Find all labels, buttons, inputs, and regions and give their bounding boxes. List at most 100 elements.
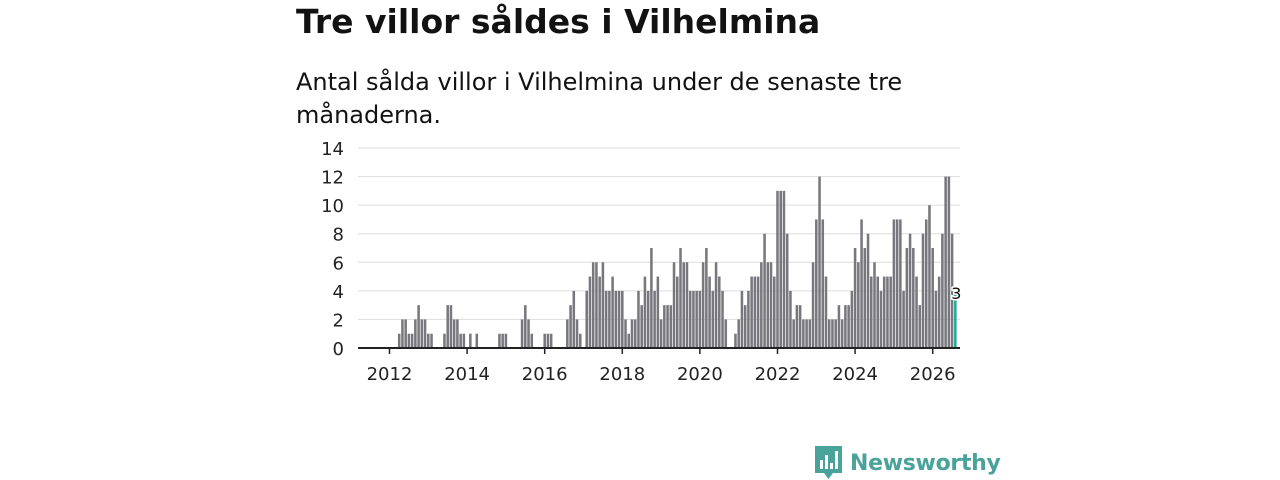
bar <box>698 290 702 348</box>
bar <box>598 276 601 348</box>
bar <box>595 262 598 348</box>
bar <box>692 290 695 348</box>
bar <box>601 262 605 348</box>
y-axis-ticks: 0 2 4 6 8 10 12 14 <box>321 139 344 360</box>
bar <box>818 176 821 348</box>
bar <box>676 276 679 348</box>
bar <box>498 333 501 348</box>
bar <box>889 276 892 348</box>
bar <box>760 262 763 348</box>
bar <box>546 333 550 348</box>
bar <box>908 233 912 348</box>
bar <box>734 333 737 348</box>
bar <box>827 319 831 348</box>
bar <box>401 319 404 348</box>
bar <box>840 319 844 348</box>
bar <box>808 319 812 348</box>
bar <box>860 219 863 348</box>
bar <box>663 305 666 348</box>
bar <box>895 219 899 348</box>
bar <box>459 333 462 348</box>
bar <box>527 319 530 348</box>
bar <box>469 333 472 348</box>
bar <box>931 248 934 348</box>
y-tick-label: 12 <box>321 168 344 189</box>
bar <box>591 262 595 348</box>
bar <box>776 190 779 348</box>
y-tick-label: 0 <box>333 339 344 360</box>
bar <box>520 319 524 348</box>
bar <box>721 290 724 348</box>
bar <box>844 305 847 348</box>
x-tick-label: 2020 <box>677 364 723 385</box>
bar <box>572 290 576 348</box>
bar <box>928 205 931 348</box>
bar <box>410 333 414 348</box>
bar <box>941 233 944 348</box>
newsworthy-brand[interactable]: Newsworthy <box>815 446 1001 480</box>
bar <box>653 290 656 348</box>
bar <box>611 276 614 348</box>
bar <box>837 305 841 348</box>
bar <box>821 219 825 348</box>
bar <box>892 219 896 348</box>
bar <box>640 305 643 348</box>
bar <box>633 319 637 348</box>
bar <box>608 290 611 348</box>
bar-latest <box>954 290 957 348</box>
bar <box>417 305 420 348</box>
bar <box>782 190 786 348</box>
bar <box>743 305 747 348</box>
bar <box>882 276 886 348</box>
bar <box>530 333 534 348</box>
bar <box>724 319 728 348</box>
bar <box>912 248 915 348</box>
bar <box>740 290 744 348</box>
bar <box>617 290 621 348</box>
x-axis-ticks: 2012 2014 2016 2018 2020 2022 2024 2026 <box>367 348 956 385</box>
bar <box>934 290 938 348</box>
y-tick-label: 2 <box>333 310 344 331</box>
bar <box>866 233 870 348</box>
bar <box>737 319 740 348</box>
chart-bars <box>397 176 957 348</box>
bar <box>524 305 527 348</box>
bar <box>672 262 676 348</box>
bar <box>789 290 792 348</box>
latest-value-label: 3 <box>951 284 961 303</box>
x-tick-label: 2026 <box>910 364 956 385</box>
bar <box>621 290 624 348</box>
bar <box>685 262 689 348</box>
bar <box>630 319 634 348</box>
bar <box>666 305 669 348</box>
x-tick-label: 2014 <box>444 364 490 385</box>
bar <box>753 276 757 348</box>
bar <box>718 276 721 348</box>
page-title: Tre villor såldes i Vilhelmina <box>296 2 821 41</box>
bar <box>824 276 828 348</box>
bar <box>766 262 770 348</box>
x-tick-label: 2022 <box>755 364 801 385</box>
bar <box>915 276 918 348</box>
bar <box>773 276 776 348</box>
bar <box>695 290 698 348</box>
bar <box>543 333 546 348</box>
bar <box>669 305 673 348</box>
bar <box>937 276 941 348</box>
y-tick-label: 8 <box>333 225 344 246</box>
bar <box>863 248 867 348</box>
bar <box>456 319 459 348</box>
bar <box>831 319 834 348</box>
bar <box>918 305 922 348</box>
bar <box>886 276 889 348</box>
bar <box>924 219 928 348</box>
bar <box>705 248 708 348</box>
x-tick-label: 2024 <box>832 364 878 385</box>
bar <box>714 262 718 348</box>
bar <box>446 305 449 348</box>
bar <box>475 333 479 348</box>
bar <box>404 319 407 348</box>
bar <box>407 333 411 348</box>
bar <box>902 290 905 348</box>
bar <box>430 333 433 348</box>
